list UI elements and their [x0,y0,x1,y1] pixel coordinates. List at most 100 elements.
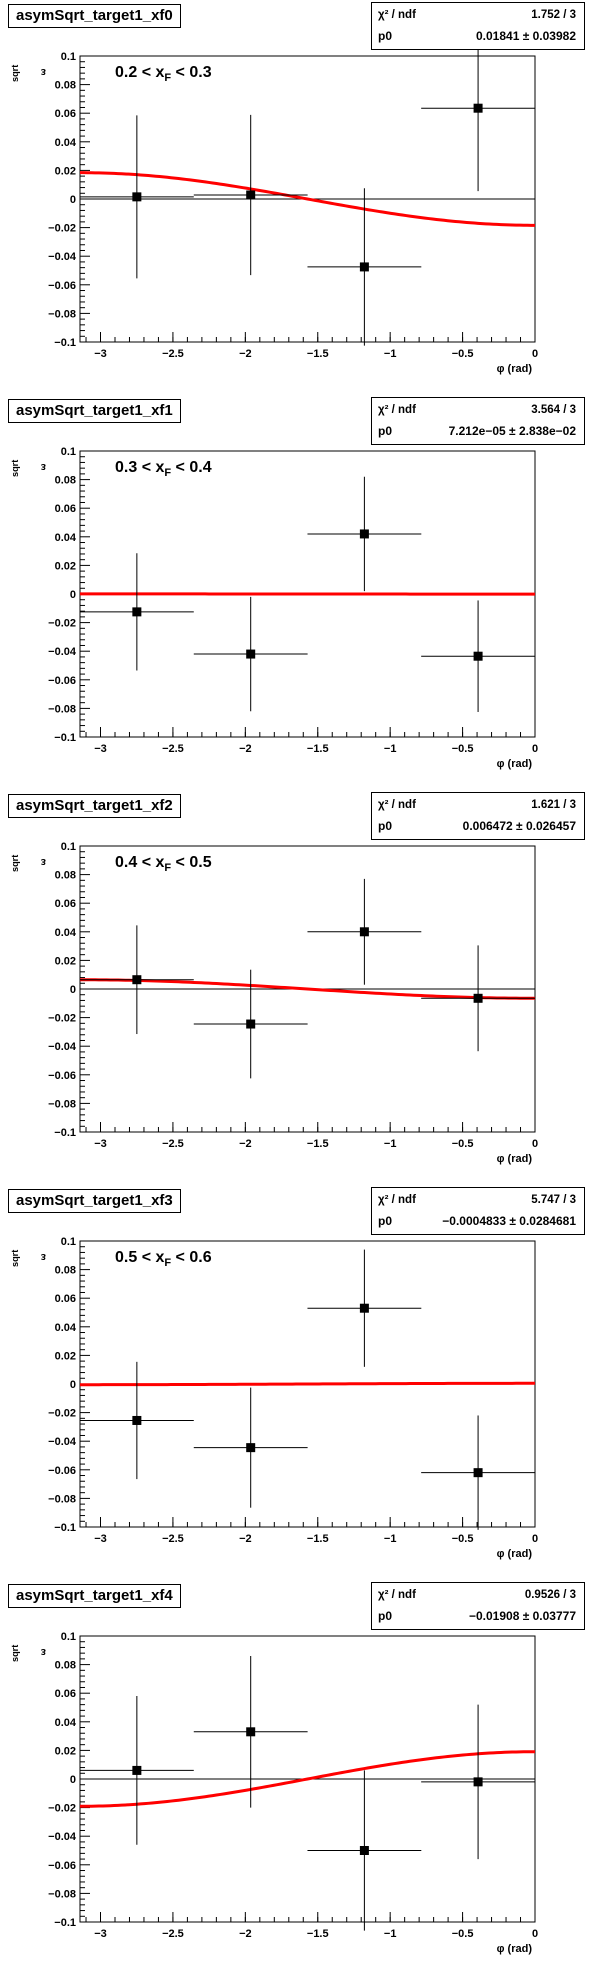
data-point [80,1696,194,1845]
x-tick-label: 0 [532,1533,538,1545]
stats-chi2-label: χ² / ndf [378,795,416,815]
x-axis-label: φ (rad) [497,363,532,375]
y-axis-label-sub: sqrt [10,1645,20,1662]
square-marker [246,190,255,199]
fit-curve [80,1383,535,1384]
x-tick-label: −3 [94,1928,107,1940]
y-axis-label-main: ε [41,66,46,78]
y-tick-label: 0.02 [55,560,76,572]
stats-chi2-label: χ² / ndf [378,5,416,25]
y-axis-label-sub: sqrt [10,855,20,872]
plot-svg: −0.1−0.08−0.06−0.04−0.0200.020.040.060.0… [0,0,596,395]
x-tick-label: −1 [384,1138,397,1150]
y-tick-label: −0.04 [48,1831,77,1843]
range-post: < 0.6 [171,1249,211,1266]
square-marker [360,529,369,538]
data-point [80,925,194,1034]
plot-svg: −0.1−0.08−0.06−0.04−0.0200.020.040.060.0… [0,1185,596,1580]
y-tick-label: 0 [70,1774,76,1786]
square-marker [246,1443,255,1452]
y-tick-label: −0.08 [48,308,76,320]
y-tick-label: −0.06 [48,1860,76,1872]
y-tick-label: 0.1 [61,841,76,853]
x-axis-label: φ (rad) [497,758,532,770]
y-tick-label: −0.08 [48,1493,76,1505]
x-axis-label: φ (rad) [497,1153,532,1165]
y-tick-label: 0 [70,194,76,206]
data-point [421,600,535,712]
y-tick-label: 0.04 [55,1717,77,1729]
y-tick-label: −0.04 [48,1041,77,1053]
y-tick-label: 0.08 [55,870,76,882]
x-tick-label: −2.5 [162,743,184,755]
y-tick-label: 0.04 [55,137,77,149]
y-tick-label: −0.04 [48,646,77,658]
stats-chi2-value: 0.9526 / 3 [525,1585,576,1605]
data-point [421,1415,535,1529]
x-tick-label: −2 [239,743,252,755]
range-pre: 0.2 < x [115,64,164,81]
square-marker [474,104,483,113]
x-tick-label: −3 [94,1533,107,1545]
data-point [80,1362,194,1479]
range-pre: 0.5 < x [115,1249,164,1266]
x-tick-label: −1.5 [307,1138,329,1150]
x-tick-label: −1.5 [307,348,329,360]
range-pre: 0.4 < x [115,854,164,871]
y-tick-label: −0.06 [48,280,76,292]
x-tick-label: 0 [532,1138,538,1150]
chart-title: asymSqrt_target1_xf2 [8,794,181,818]
x-tick-label: −0.5 [452,1928,474,1940]
y-tick-label: −0.02 [48,1803,76,1815]
stats-chi2-value: 3.564 / 3 [531,400,576,420]
x-tick-label: −3 [94,348,107,360]
plot-svg: −0.1−0.08−0.06−0.04−0.0200.020.040.060.0… [0,790,596,1185]
x-tick-label: −0.5 [452,348,474,360]
y-axis-label-main: ε [41,1646,46,1658]
square-marker [132,192,141,201]
data-point [307,1770,421,1930]
y-tick-label: 0.02 [55,165,76,177]
stats-chi2-value: 1.752 / 3 [531,5,576,25]
y-tick-label: 0.04 [55,927,77,939]
x-axis-label: φ (rad) [497,1943,532,1955]
y-tick-label: 0.06 [55,898,76,910]
data-point [421,945,535,1051]
x-tick-label: −3 [94,1138,107,1150]
x-tick-label: −2 [239,1928,252,1940]
x-tick-label: 0 [532,743,538,755]
square-marker [360,262,369,271]
y-tick-label: 0.06 [55,1293,76,1305]
stats-p0-value: 0.006472 ± 0.026457 [463,816,576,836]
data-point [194,115,308,275]
range-post: < 0.5 [171,854,211,871]
y-tick-label: −0.06 [48,675,76,687]
x-tick-label: −2 [239,1533,252,1545]
range-post: < 0.4 [171,459,211,476]
x-tick-label: −0.5 [452,1533,474,1545]
square-marker [474,652,483,661]
stats-chi2-label: χ² / ndf [378,1585,416,1605]
stats-p0-label: p0 [378,816,392,836]
square-marker [360,1846,369,1855]
x-tick-label: 0 [532,348,538,360]
chart-title: asymSqrt_target1_xf4 [8,1584,181,1608]
y-tick-label: −0.08 [48,1098,76,1110]
chart-title: asymSqrt_target1_xf3 [8,1189,181,1213]
y-tick-label: −0.1 [54,1917,76,1929]
xf-range-label: 0.4 < xF < 0.5 [115,854,212,874]
stats-p0-label: p0 [378,26,392,46]
stats-chi2-row: χ² / ndf 0.9526 / 3 [378,1585,576,1605]
stats-p0-row: p0 0.006472 ± 0.026457 [378,816,576,836]
y-tick-label: 0.02 [55,1350,76,1362]
